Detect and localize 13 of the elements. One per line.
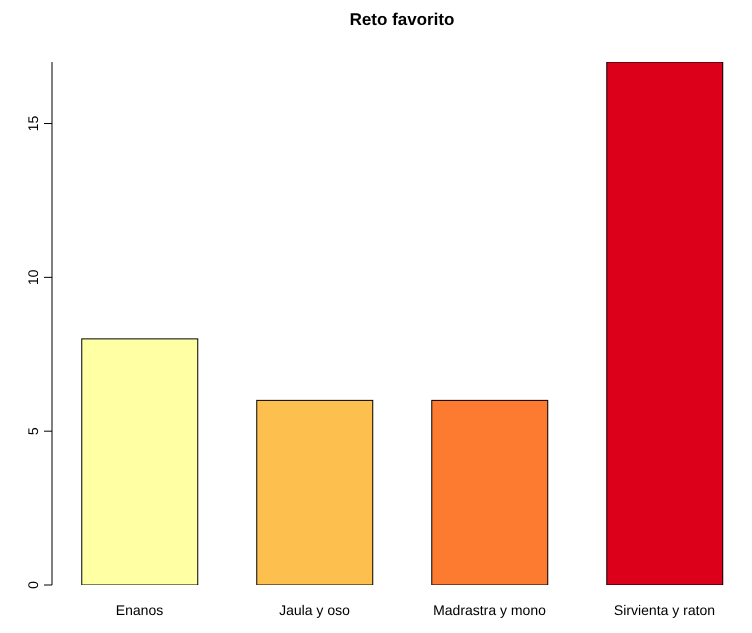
y-tick-label: 5 xyxy=(25,427,41,436)
bar xyxy=(606,62,724,585)
y-tick-label: 0 xyxy=(25,580,41,589)
bar xyxy=(81,338,198,585)
bar xyxy=(256,400,374,585)
y-tick-label: 10 xyxy=(25,269,41,286)
x-tick-label: Sirvienta y raton xyxy=(614,602,716,618)
x-tick-label: Jaula y oso xyxy=(279,602,350,618)
bar xyxy=(431,400,548,585)
x-tick-label: Enanos xyxy=(116,602,164,618)
chart-title: Reto favorito xyxy=(348,10,456,30)
y-tick-label: 15 xyxy=(25,116,41,132)
x-tick-label: Madrastra y mono xyxy=(433,602,546,618)
